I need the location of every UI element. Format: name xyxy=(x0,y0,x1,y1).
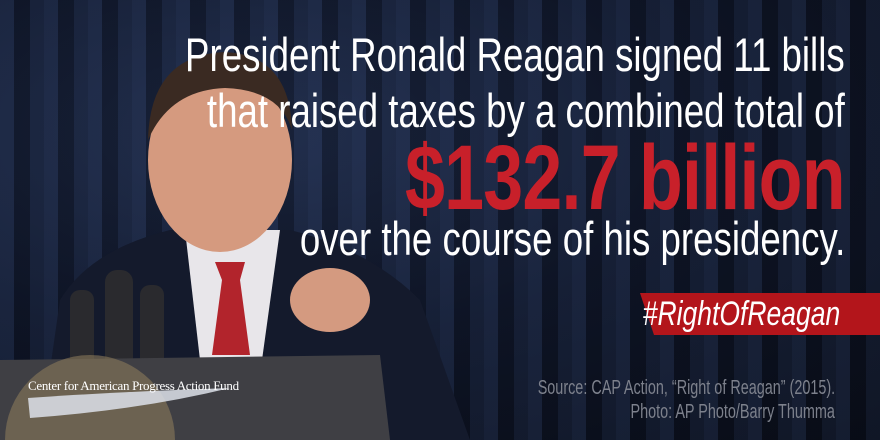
cap-action-logo: Center for American Progress Action Fund xyxy=(28,378,239,393)
headline-line-2: that raised taxes by a combined total of xyxy=(207,84,845,137)
headline-line-1: President Ronald Reagan signed 11 bills xyxy=(185,28,845,81)
headline-line-4: over the course of his presidency. xyxy=(299,212,845,265)
hashtag-banner xyxy=(640,293,880,335)
tie xyxy=(212,262,250,355)
photo-credit: Photo: AP Photo/Barry Thumma xyxy=(630,401,835,423)
face xyxy=(148,68,292,252)
hand xyxy=(290,268,370,332)
microphones xyxy=(70,270,164,370)
reagan-photo xyxy=(0,52,470,440)
hair xyxy=(148,52,292,140)
headline-amount: $132.7 billion xyxy=(405,127,846,229)
source-credit: Source: CAP Action, “Right of Reagan” (2… xyxy=(537,377,835,399)
logo-flag-swoosh xyxy=(28,388,230,418)
hashtag-text: #RightOfReagan xyxy=(642,295,840,333)
